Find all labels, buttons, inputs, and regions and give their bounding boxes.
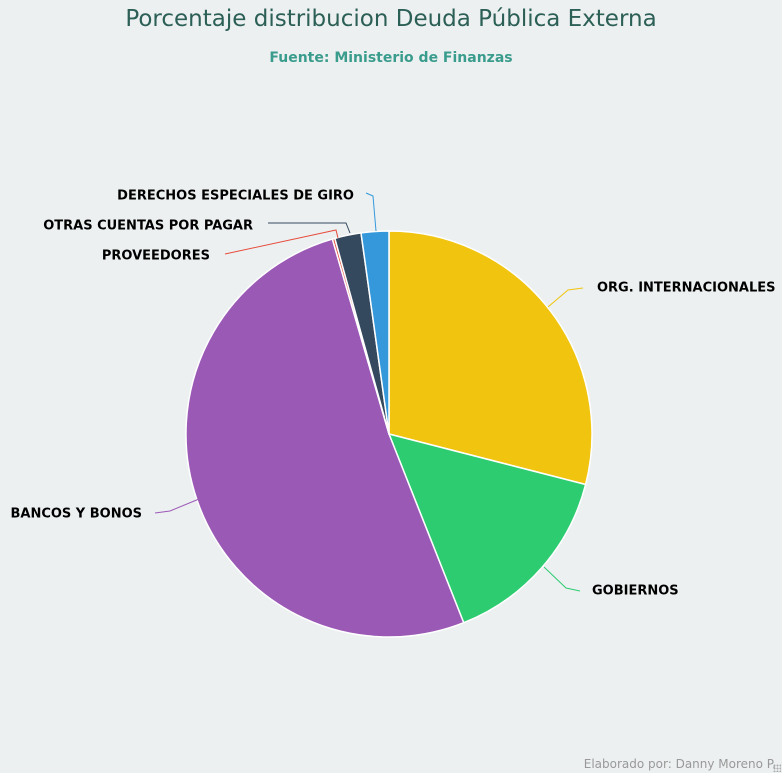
label-connectors: [154, 192, 584, 592]
pie-slice-gobiernos[interactable]: [388, 433, 587, 624]
slice-label: ORG. INTERNACIONALES: [597, 281, 776, 296]
slice-label: BANCOS Y BONOS: [10, 507, 142, 522]
connector-line: [268, 222, 351, 234]
credits-text[interactable]: Elaborado por: Danny Moreno P.: [583, 757, 776, 771]
connector-line: [543, 566, 581, 592]
connector-line: [547, 287, 584, 308]
chart-subtitle: Fuente: Ministerio de Finanzas: [269, 50, 513, 66]
connector-line: [154, 498, 200, 514]
slice-label: DERECHOS ESPECIALES DE GIRO: [117, 189, 354, 204]
chart-title: Porcentaje distribucion Deuda Pública Ex…: [125, 6, 657, 32]
slice-label: OTRAS CUENTAS POR PAGAR: [43, 219, 253, 234]
pie-slices: [185, 230, 593, 638]
connector-line: [224, 229, 339, 255]
pie-slice-org-internacionales[interactable]: [388, 230, 593, 486]
slice-labels: ORG. INTERNACIONALES GOBIERNOS BANCOS Y BO…: [10, 189, 775, 599]
slice-label: PROVEEDORES: [102, 249, 210, 264]
slice-label: GOBIERNOS: [592, 584, 679, 599]
pie-slice-derechos-especiales-de-giro[interactable]: [360, 230, 390, 435]
connector-line: [365, 192, 377, 232]
resize-grip-icon[interactable]: [773, 764, 781, 772]
